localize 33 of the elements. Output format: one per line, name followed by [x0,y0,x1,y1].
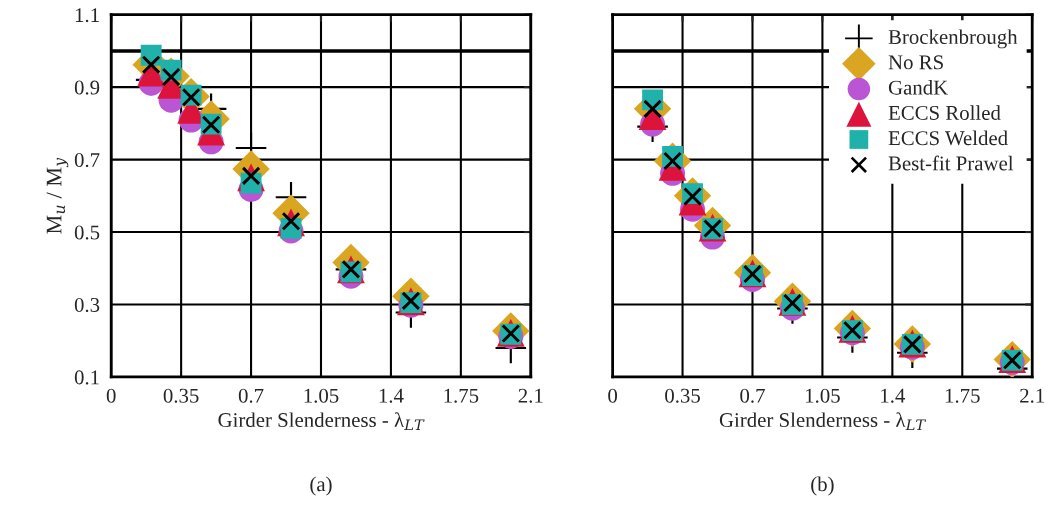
y-tick-label: 0.9 [74,80,100,95]
x-tick-label: 1.4 [881,388,906,403]
x-tick-label: 0.35 [163,388,199,403]
x-tick-label: 0 [608,388,618,403]
text: (a) [310,476,332,496]
x-tick-label: 1.05 [304,388,339,403]
x-tick-label: 1.75 [444,388,479,403]
text: (b) [811,476,834,496]
y-tick-label: 1.1 [75,8,99,23]
legend-label: GandK [888,79,948,95]
y-axis-title: M$_{u}$ / M$_{y}$ [46,157,69,234]
legend-label: Brockenbrough [888,29,1018,49]
x-axis-title: Girder Slenderness - λ$_{LT}$ [719,412,927,431]
legend-label: ECCS Welded [888,130,1008,146]
x-tick-label: 0.7 [740,388,765,403]
x-tick-label: 0 [106,388,116,403]
y-tick-label: 0.7 [74,152,100,168]
x-tick-label: 1.75 [945,388,980,403]
legend-label: No RS [888,55,943,70]
x-tick-label: 2.1 [518,388,543,403]
y-tick-label: 0.3 [74,297,100,313]
x-tick-label: 1.05 [806,388,840,403]
y-tick-label: 0.1 [74,370,99,385]
point [142,55,161,74]
x-axis-title: Girder Slenderness - λ$_{LT}$ [218,412,425,431]
y-tick-label: 0.5 [74,225,100,240]
legend-label: ECCS Rolled [888,105,1001,120]
legend-label: Best-fit Prawel [888,155,1014,171]
x-tick-label: 2.1 [1020,388,1044,403]
x-tick-label: 0.35 [665,388,700,403]
point [643,99,662,118]
x-tick-label: 0.7 [238,388,264,403]
x-tick-label: 1.4 [379,388,404,403]
